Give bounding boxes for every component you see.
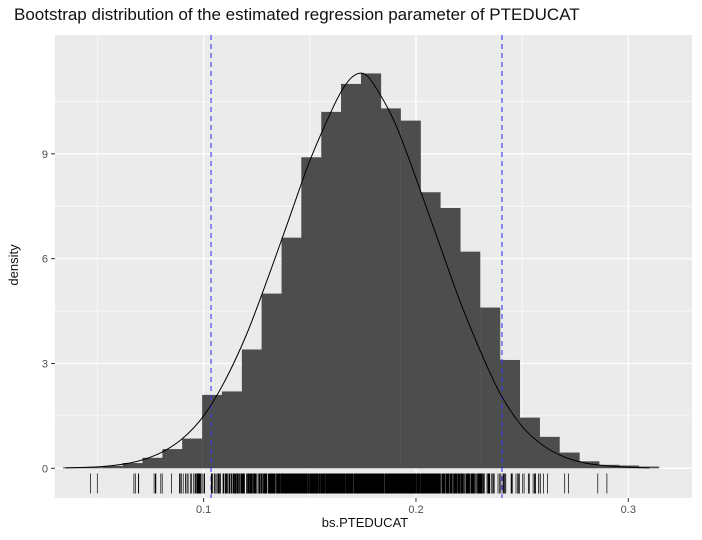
histogram-bar: [301, 157, 322, 469]
histogram-bar: [241, 349, 263, 469]
histogram-bar: [440, 207, 461, 469]
x-axis: 0.1 0.2 0.3: [196, 498, 636, 516]
y-tick-label: 3: [42, 358, 48, 370]
histogram-bar: [202, 394, 223, 469]
chart-title: Bootstrap distribution of the estimated …: [14, 5, 580, 24]
histogram-bar: [360, 73, 382, 469]
y-tick-label: 9: [42, 149, 48, 161]
density-curve: [65, 72, 650, 469]
rug-line: [90, 473, 608, 494]
histogram-bar: [182, 438, 203, 469]
histogram-bar: [539, 436, 560, 469]
y-axis: 0 3 6 9: [42, 149, 55, 475]
histogram-bar: [460, 251, 481, 469]
histogram-bar: [321, 111, 342, 469]
histogram-bar: [420, 192, 441, 469]
y-tick-label: 0: [42, 463, 48, 475]
histogram-bars: [63, 73, 660, 469]
y-axis-title: density: [6, 244, 21, 286]
histogram-bar: [142, 457, 163, 469]
histogram-bar: [559, 452, 580, 469]
histogram-bar: [281, 237, 302, 469]
x-tick-label: 0.2: [408, 504, 423, 516]
histogram-bar: [261, 293, 282, 469]
y-tick-label: 6: [42, 254, 48, 266]
histogram-bar: [102, 465, 123, 469]
histogram-bar: [341, 83, 362, 469]
histogram-bar: [122, 463, 143, 469]
rug-marks: [90, 473, 608, 494]
histogram-bar: [499, 359, 520, 469]
histogram-bar: [162, 449, 183, 469]
x-axis-title: bs.PTEDUCAT: [322, 515, 408, 530]
histogram-bar: [83, 467, 104, 469]
x-tick-label: 0.1: [196, 504, 211, 516]
histogram-bar: [579, 461, 600, 469]
histogram-bar: [400, 120, 421, 469]
histogram-bar: [221, 391, 243, 469]
histogram-bar: [519, 417, 540, 469]
histogram-bar: [380, 108, 401, 469]
x-tick-label: 0.3: [621, 504, 636, 516]
histogram-bar: [480, 307, 501, 469]
